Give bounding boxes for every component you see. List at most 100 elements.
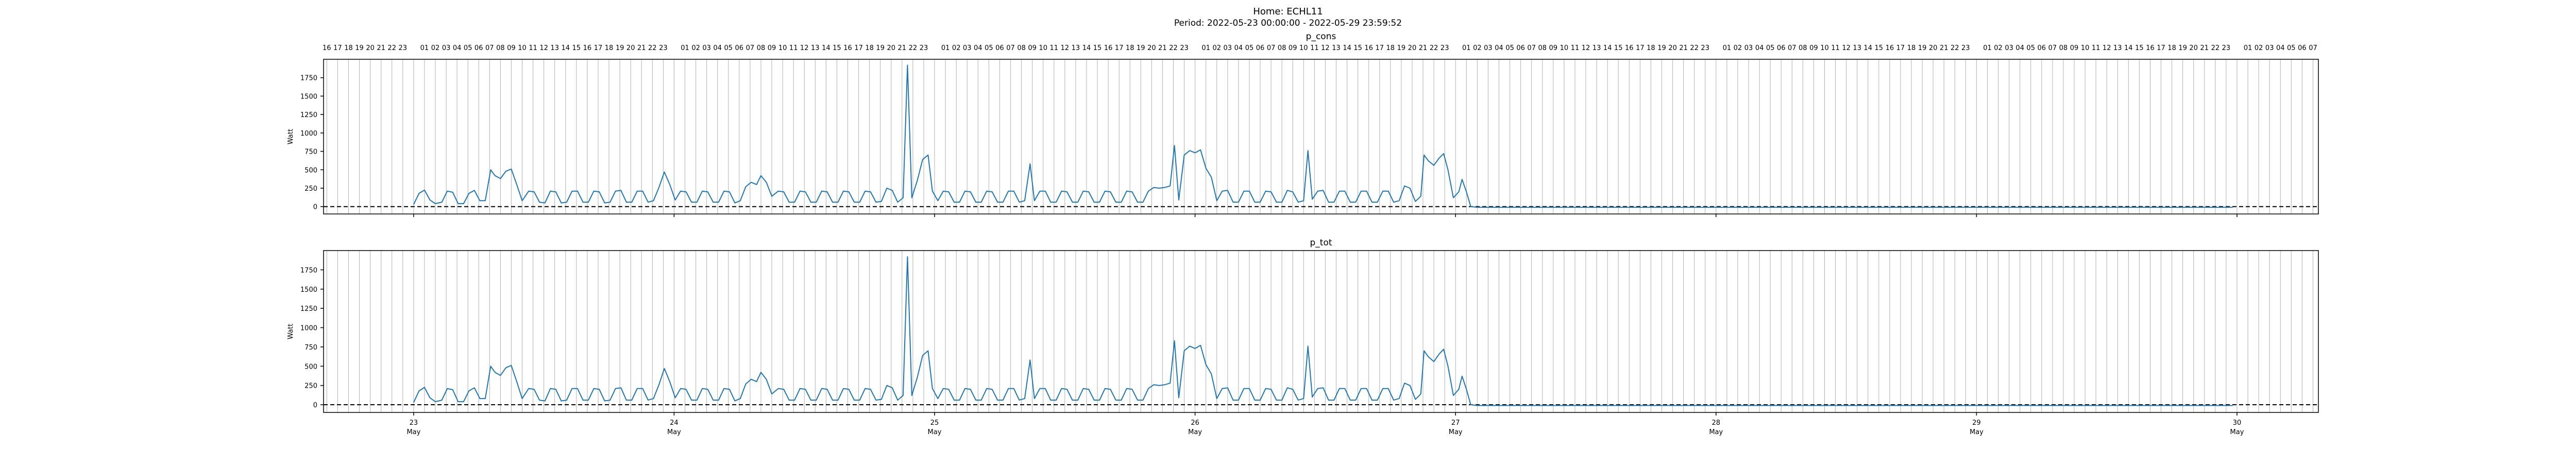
hour-tick-label: 21 — [377, 44, 385, 52]
hour-tick-label: 02 — [691, 44, 700, 52]
hour-tick-label: 08 — [757, 44, 766, 52]
hour-tick-label: 20 — [366, 44, 375, 52]
hour-tick-label: 17 — [1115, 44, 1124, 52]
hour-tick-label: 09 — [1549, 44, 1558, 52]
hour-tick-label: 18 — [1907, 44, 1916, 52]
hour-tick-label: 10 — [2081, 44, 2090, 52]
hour-tick-label: 16 — [323, 44, 331, 52]
hour-tick-label: 05 — [1245, 44, 1254, 52]
hour-tick-label: 23 — [659, 44, 668, 52]
hour-tick-label: 13 — [1853, 44, 1861, 52]
x-tick-label: 26 — [1191, 419, 1199, 427]
hour-tick-label: 23 — [1701, 44, 1709, 52]
hour-tick-label: 18 — [344, 44, 353, 52]
hour-tick-label: 03 — [1484, 44, 1493, 52]
y-tick-label: 1000 — [300, 325, 317, 333]
hour-tick-label: 11 — [789, 44, 798, 52]
y-tick-label: 500 — [304, 363, 317, 371]
hour-tick-label: 01 — [941, 44, 950, 52]
x-tick-sublabel: May — [1970, 428, 1984, 436]
hour-tick-label: 01 — [2244, 44, 2252, 52]
hour-tick-label: 21 — [1158, 44, 1167, 52]
hour-tick-label: 11 — [1310, 44, 1319, 52]
hour-tick-label: 19 — [1918, 44, 1927, 52]
hour-tick-label: 02 — [952, 44, 961, 52]
hour-tick-label: 19 — [1657, 44, 1666, 52]
hour-tick-label: 04 — [1495, 44, 1503, 52]
y-axis-label: Watt — [287, 129, 295, 144]
hour-tick-label: 03 — [442, 44, 451, 52]
hour-tick-label: 02 — [1213, 44, 1222, 52]
hour-tick-label: 05 — [2287, 44, 2296, 52]
hour-tick-label: 09 — [507, 44, 516, 52]
hour-tick-label: 20 — [2189, 44, 2198, 52]
hour-tick-label: 22 — [2211, 44, 2220, 52]
hour-tick-label: 23 — [2222, 44, 2231, 52]
hour-tick-label: 07 — [1527, 44, 1536, 52]
hour-tick-label: 01 — [1201, 44, 1210, 52]
hour-tick-label: 14 — [1863, 44, 1872, 52]
hour-tick-label: 03 — [1744, 44, 1753, 52]
hour-tick-label: 11 — [1571, 44, 1580, 52]
hour-tick-label: 04 — [2015, 44, 2024, 52]
hour-tick-label: 04 — [713, 44, 722, 52]
y-tick-label: 500 — [304, 167, 317, 174]
x-tick-sublabel: May — [406, 428, 420, 436]
hour-tick-label: 07 — [2048, 44, 2057, 52]
hour-tick-label: 23 — [1961, 44, 1970, 52]
x-tick-sublabel: May — [1188, 428, 1202, 436]
hour-tick-label: 20 — [887, 44, 896, 52]
hour-tick-label: 05 — [1505, 44, 1514, 52]
figure-title: Home: ECHL11 — [1253, 6, 1323, 17]
x-tick-label: 27 — [1451, 419, 1460, 427]
hour-tick-label: 20 — [626, 44, 635, 52]
y-tick-label: 1250 — [300, 111, 317, 119]
hour-tick-label: 12 — [1321, 44, 1330, 52]
hour-tick-label: 13 — [811, 44, 820, 52]
hour-tick-label: 10 — [1820, 44, 1829, 52]
hour-tick-label: 16 — [2146, 44, 2155, 52]
hour-tick-label: 01 — [1723, 44, 1732, 52]
hour-tick-label: 20 — [1668, 44, 1677, 52]
hour-tick-label: 02 — [1734, 44, 1742, 52]
hour-tick-label: 21 — [2200, 44, 2209, 52]
hour-tick-label: 18 — [1386, 44, 1395, 52]
hour-tick-label: 20 — [1408, 44, 1417, 52]
panel-p-tot: 02505007501000125015001750Wattp_tot23May… — [287, 238, 2319, 436]
hour-tick-label: 03 — [702, 44, 711, 52]
series-line — [413, 256, 2233, 406]
hour-tick-label: 13 — [550, 44, 559, 52]
x-tick-sublabel: May — [1449, 428, 1463, 436]
hour-tick-label: 21 — [1679, 44, 1688, 52]
hour-tick-label: 11 — [529, 44, 537, 52]
hour-tick-label: 04 — [2276, 44, 2285, 52]
hour-tick-label: 03 — [1224, 44, 1232, 52]
hour-tick-label: 12 — [1582, 44, 1590, 52]
hour-tick-label: 11 — [2092, 44, 2100, 52]
hour-tick-label: 01 — [681, 44, 689, 52]
hour-tick-label: 14 — [1082, 44, 1091, 52]
hour-tick-label: 06 — [474, 44, 483, 52]
hour-tick-label: 07 — [1788, 44, 1797, 52]
hour-tick-label: 13 — [1592, 44, 1601, 52]
hour-tick-label: 03 — [2005, 44, 2013, 52]
hour-tick-label: 10 — [518, 44, 527, 52]
hour-tick-label: 08 — [496, 44, 505, 52]
x-tick-label: 29 — [1972, 419, 1981, 427]
x-tick-label: 23 — [410, 419, 418, 427]
hour-tick-label: 06 — [1777, 44, 1786, 52]
x-tick-sublabel: May — [1709, 428, 1723, 436]
hour-tick-label: 21 — [898, 44, 907, 52]
hour-tick-label: 15 — [1093, 44, 1102, 52]
hour-tick-label: 15 — [2135, 44, 2144, 52]
hour-tick-label: 19 — [616, 44, 624, 52]
hour-tick-label: 09 — [1028, 44, 1037, 52]
hour-tick-label: 01 — [1983, 44, 1992, 52]
hour-tick-label: 16 — [1104, 44, 1113, 52]
hour-tick-label: 14 — [2124, 44, 2133, 52]
hour-tick-label: 16 — [1625, 44, 1634, 52]
hour-tick-label: 08 — [1017, 44, 1026, 52]
hour-tick-label: 12 — [1842, 44, 1851, 52]
hour-tick-label: 10 — [778, 44, 787, 52]
